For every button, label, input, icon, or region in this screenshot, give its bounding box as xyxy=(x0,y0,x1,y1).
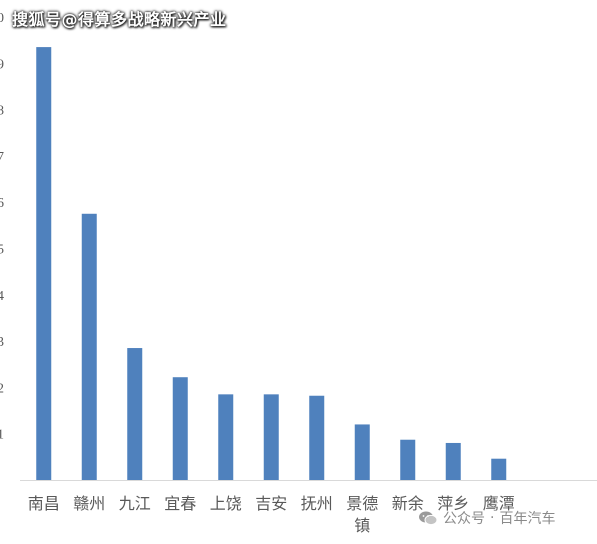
x-tick-label: 上饶 xyxy=(210,494,242,513)
x-tick-label: 新余 xyxy=(392,494,424,513)
bar xyxy=(263,394,279,480)
x-tick-label: 抚州 xyxy=(301,494,333,513)
bar xyxy=(445,442,461,480)
y-tick-label: 7 xyxy=(0,150,4,165)
x-tick-label: 宜春 xyxy=(164,494,196,513)
y-tick-label: 2 xyxy=(0,381,4,396)
watermark-top: 搜狐号@得算多战略新兴产业 xyxy=(12,10,227,29)
x-tick-label: 鹰潭 xyxy=(483,494,515,513)
y-tick-label: 8 xyxy=(0,104,4,119)
separator-dot: · xyxy=(490,510,495,526)
bar xyxy=(81,213,97,480)
bar xyxy=(172,377,188,480)
bar xyxy=(400,439,416,480)
x-tick-label: 萍乡 xyxy=(437,494,469,513)
y-tick-label: 5 xyxy=(0,243,4,258)
x-tick-label: 赣州 xyxy=(73,494,105,513)
bar xyxy=(309,395,325,480)
y-axis-ticks: 1 2 3 4 5 6 7 8 9 10 xyxy=(0,11,4,443)
x-tick-label: 吉安 xyxy=(255,494,287,513)
bar xyxy=(491,458,507,480)
y-tick-label: 3 xyxy=(0,335,4,350)
x-tick-label: 九江 xyxy=(119,494,151,513)
bar xyxy=(218,394,234,480)
y-tick-label: 1 xyxy=(0,428,4,443)
bar xyxy=(354,424,370,480)
y-tick-label: 9 xyxy=(0,57,4,72)
y-tick-label: 6 xyxy=(0,196,4,211)
bar xyxy=(36,47,52,480)
y-tick-label: 10 xyxy=(0,11,4,26)
account-name: 百年汽车 xyxy=(499,511,556,527)
bar xyxy=(127,348,143,480)
bar-series xyxy=(36,47,507,480)
x-tick-label: 景德镇 xyxy=(346,494,378,535)
watermark-bottom: 公众号 · 百年汽车 xyxy=(418,508,555,528)
y-tick-label: 4 xyxy=(0,289,4,304)
account-label: 公众号 xyxy=(443,511,485,527)
wechat-icon xyxy=(419,511,438,526)
x-tick-label: 南昌 xyxy=(28,494,60,513)
